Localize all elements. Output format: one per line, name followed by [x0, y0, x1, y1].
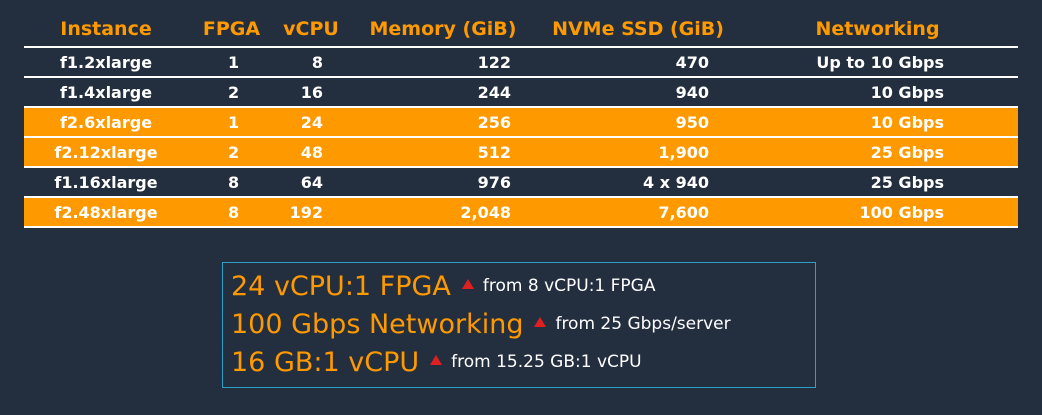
cell-instance: f2.48xlarge [24, 197, 188, 227]
cell-memory: 256 [347, 107, 539, 137]
up-triangle-icon [461, 279, 474, 289]
cell-vcpu: 48 [275, 137, 347, 167]
cell-networking: 10 Gbps [870, 82, 944, 102]
cell-nvme-ssd: 950 [539, 107, 737, 137]
cell-memory: 512 [347, 137, 539, 167]
cell-nvme-ssd: 7,600 [539, 197, 737, 227]
improvement-callout-box: 24 vCPU:1 FPGA from 8 vCPU:1 FPGA 100 Gb… [222, 262, 816, 388]
cell-vcpu: 64 [300, 172, 323, 192]
header-vcpu: vCPU [283, 18, 339, 40]
cell-networking: 25 Gbps [737, 137, 1018, 167]
cell-instance: f1.2xlarge [59, 52, 153, 72]
cell-fpga: 2 [188, 137, 275, 167]
table-row: f1.4xlarge 2 16 244 940 10 Gbps [24, 77, 1018, 107]
callout-highlight: 16 GB:1 vCPU [231, 346, 420, 378]
cell-instance: f2.6xlarge [24, 107, 188, 137]
cell-nvme-ssd: 1,900 [539, 137, 737, 167]
table-row: f2.48xlarge 8 192 2,048 7,600 100 Gbps [24, 197, 1018, 227]
callout-line-memory-ratio: 16 GB:1 vCPU from 15.25 GB:1 vCPU [231, 343, 815, 381]
callout-highlight: 100 Gbps Networking [231, 308, 524, 340]
callout-highlight: 24 vCPU:1 FPGA [231, 270, 451, 302]
header-memory: Memory (GiB) [369, 18, 517, 40]
cell-memory: 244 [477, 82, 511, 102]
cell-networking: Up to 10 Gbps [816, 52, 944, 72]
cell-vcpu: 16 [300, 82, 323, 102]
cell-fpga: 1 [228, 52, 240, 72]
cell-vcpu: 192 [275, 197, 347, 227]
callout-comparison: from 25 Gbps/server [555, 314, 731, 334]
cell-nvme-ssd: 4 x 940 [643, 172, 709, 192]
callout-line-networking: 100 Gbps Networking from 25 Gbps/server [231, 305, 815, 343]
header-instance: Instance [60, 18, 152, 40]
up-triangle-icon [430, 355, 443, 365]
cell-memory: 976 [477, 172, 511, 192]
cell-instance: f2.12xlarge [24, 137, 188, 167]
cell-vcpu: 24 [275, 107, 347, 137]
cell-networking: 25 Gbps [870, 172, 944, 192]
callout-line-vcpu-ratio: 24 vCPU:1 FPGA from 8 vCPU:1 FPGA [231, 267, 815, 305]
cell-fpga: 1 [188, 107, 275, 137]
header-nvme-ssd: NVMe SSD (GiB) [552, 18, 724, 40]
cell-instance: f1.16xlarge [54, 172, 158, 192]
up-triangle-icon [534, 317, 547, 327]
cell-nvme-ssd: 470 [675, 52, 709, 72]
cell-networking: 100 Gbps [737, 197, 1018, 227]
table-row: f2.12xlarge 2 48 512 1,900 25 Gbps [24, 137, 1018, 167]
instance-spec-table: Instance FPGA vCPU Memory (GiB) NVMe SSD… [24, 12, 1018, 228]
callout-comparison: from 8 vCPU:1 FPGA [482, 276, 656, 296]
table-row: f2.6xlarge 1 24 256 950 10 Gbps [24, 107, 1018, 137]
header-fpga: FPGA [202, 18, 261, 40]
cell-networking: 10 Gbps [737, 107, 1018, 137]
cell-nvme-ssd: 940 [675, 82, 709, 102]
callout-comparison: from 15.25 GB:1 vCPU [451, 352, 642, 372]
cell-instance: f1.4xlarge [59, 82, 153, 102]
cell-fpga: 8 [188, 197, 275, 227]
cell-fpga: 8 [228, 172, 240, 192]
table-row: f1.16xlarge 8 64 976 4 x 940 25 Gbps [24, 167, 1018, 197]
cell-vcpu: 8 [311, 52, 323, 72]
table-row: f1.2xlarge 1 8 122 470 Up to 10 Gbps [24, 47, 1018, 77]
header-networking: Networking [815, 18, 940, 40]
table-header-row: Instance FPGA vCPU Memory (GiB) NVMe SSD… [24, 12, 1018, 47]
cell-memory: 122 [477, 52, 511, 72]
cell-fpga: 2 [228, 82, 240, 102]
cell-memory: 2,048 [347, 197, 539, 227]
